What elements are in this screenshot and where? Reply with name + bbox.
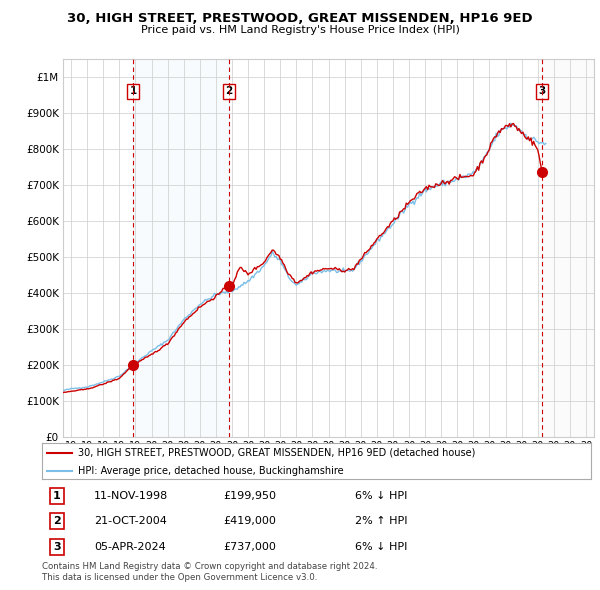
Text: £199,950: £199,950 [223, 491, 276, 501]
Text: 30, HIGH STREET, PRESTWOOD, GREAT MISSENDEN, HP16 9ED (detached house): 30, HIGH STREET, PRESTWOOD, GREAT MISSEN… [77, 448, 475, 458]
Text: HPI: Average price, detached house, Buckinghamshire: HPI: Average price, detached house, Buck… [77, 466, 343, 476]
Text: 11-NOV-1998: 11-NOV-1998 [94, 491, 169, 501]
Text: 6% ↓ HPI: 6% ↓ HPI [355, 542, 407, 552]
Text: 6% ↓ HPI: 6% ↓ HPI [355, 491, 407, 501]
Text: 2: 2 [53, 516, 61, 526]
Text: £419,000: £419,000 [223, 516, 276, 526]
Text: 2: 2 [225, 86, 232, 96]
Text: 3: 3 [53, 542, 61, 552]
Text: 2% ↑ HPI: 2% ↑ HPI [355, 516, 407, 526]
Bar [542, 59, 594, 437]
Text: 3: 3 [538, 86, 545, 96]
Text: Price paid vs. HM Land Registry's House Price Index (HPI): Price paid vs. HM Land Registry's House … [140, 25, 460, 35]
Text: 1: 1 [53, 491, 61, 501]
Text: £737,000: £737,000 [223, 542, 276, 552]
Bar [133, 59, 229, 437]
Text: Contains HM Land Registry data © Crown copyright and database right 2024.: Contains HM Land Registry data © Crown c… [42, 562, 377, 571]
Text: 21-OCT-2004: 21-OCT-2004 [94, 516, 167, 526]
Text: 1: 1 [130, 86, 137, 96]
Text: 30, HIGH STREET, PRESTWOOD, GREAT MISSENDEN, HP16 9ED: 30, HIGH STREET, PRESTWOOD, GREAT MISSEN… [67, 12, 533, 25]
Bar [542, 59, 594, 437]
Text: This data is licensed under the Open Government Licence v3.0.: This data is licensed under the Open Gov… [42, 573, 317, 582]
Text: 05-APR-2024: 05-APR-2024 [94, 542, 166, 552]
